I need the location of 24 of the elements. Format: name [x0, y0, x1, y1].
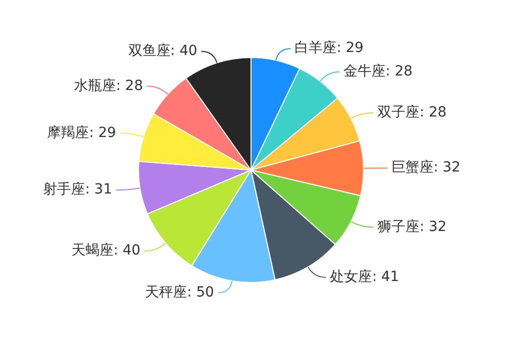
data-label: : 50 — [187, 284, 214, 300]
slice-label: 水瓶座 — [74, 78, 116, 94]
data-label: : 29 — [336, 40, 364, 56]
slice-label: 处女座 — [330, 268, 372, 285]
data-label: : 41 — [372, 268, 400, 285]
data-label: : 32 — [420, 218, 447, 235]
slice-label: 摩羯座 — [47, 124, 90, 141]
slice-label: 白羊座 — [294, 40, 337, 56]
slice-label: 天秤座 — [145, 284, 188, 300]
data-label: : 29 — [89, 124, 116, 141]
slice-label: 双子座 — [378, 104, 420, 120]
slice-label: 狮子座 — [378, 218, 420, 235]
data-label: : 31 — [85, 182, 112, 198]
slice-label: 双鱼座 — [128, 43, 170, 59]
slice-label: 天蝎座 — [71, 242, 114, 259]
data-label: : 32 — [433, 160, 460, 176]
data-label: : 40 — [170, 43, 198, 59]
slice-label: 金牛座 — [344, 63, 386, 80]
data-label: : 40 — [113, 242, 140, 259]
data-label: : 28 — [116, 78, 143, 94]
slice-label: 巨蟹座 — [391, 160, 434, 176]
slice-label: 射手座 — [43, 182, 86, 198]
data-label: : 28 — [420, 104, 447, 120]
data-label: : 28 — [386, 63, 413, 80]
